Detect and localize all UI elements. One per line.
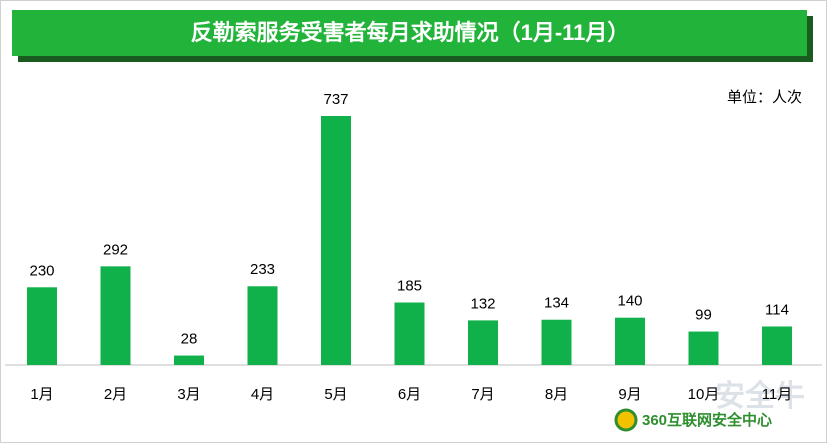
logo — [614, 408, 638, 432]
bar — [541, 319, 572, 365]
data-label: 185 — [397, 277, 422, 294]
bar — [468, 320, 498, 365]
x-tick-label: 5月 — [324, 386, 347, 403]
data-label: 140 — [617, 293, 642, 310]
x-tick-label: 3月 — [177, 386, 200, 403]
bar — [247, 286, 278, 365]
unit-label: 单位：人次 — [727, 89, 802, 106]
x-tick-label: 8月 — [545, 386, 568, 403]
x-tick-label: 6月 — [398, 386, 421, 403]
data-label: 737 — [323, 91, 348, 108]
data-label: 292 — [103, 241, 128, 258]
x-tick-label: 9月 — [618, 386, 641, 403]
data-label: 233 — [250, 261, 275, 278]
chart-title: 反勒索服务受害者每月求助情况（1月-11月） — [191, 20, 630, 45]
bar — [615, 317, 645, 365]
data-label: 230 — [29, 262, 54, 279]
x-tick-label: 4月 — [251, 386, 274, 403]
x-tick-label: 7月 — [471, 386, 494, 403]
bar — [174, 355, 204, 365]
bar — [394, 302, 425, 365]
bar — [762, 326, 792, 365]
x-tick-label: 10月 — [688, 386, 720, 403]
x-tick-label: 2月 — [104, 386, 127, 403]
data-label: 99 — [695, 307, 712, 324]
source: 360互联网安全中心 — [642, 411, 772, 429]
bar — [321, 116, 351, 365]
bar — [688, 331, 719, 365]
watermark: 安全牛 — [715, 379, 805, 413]
bar — [27, 287, 57, 365]
data-label: 114 — [765, 301, 789, 318]
bar — [100, 266, 131, 365]
data-label: 134 — [544, 295, 569, 312]
x-tick-label: 1月 — [30, 386, 53, 403]
title-banner — [12, 10, 807, 56]
data-label: 132 — [470, 295, 495, 312]
x-tick-label: 11月 — [762, 386, 793, 403]
data-label: 28 — [181, 331, 198, 348]
